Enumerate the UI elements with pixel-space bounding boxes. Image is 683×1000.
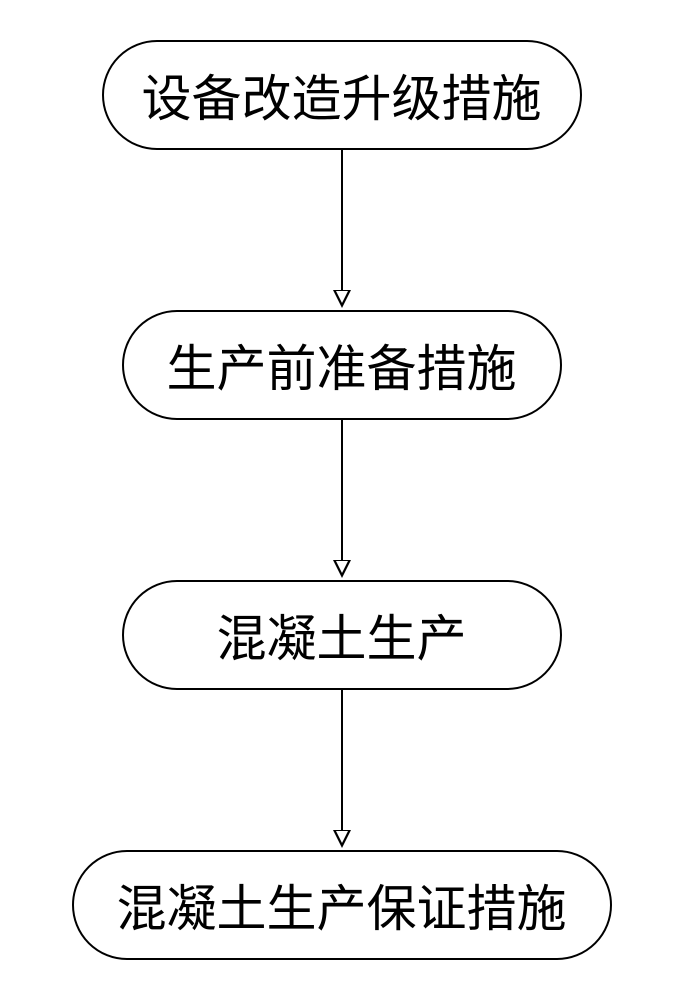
flow-node-4: 混凝土生产保证措施 (72, 850, 612, 960)
flow-node-2-label: 生产前准备措施 (167, 329, 517, 401)
arrow-2-line (341, 420, 343, 560)
flow-node-4-label: 混凝土生产保证措施 (117, 869, 567, 941)
arrow-2-head (333, 560, 351, 578)
flow-node-2: 生产前准备措施 (122, 310, 562, 420)
arrow-1-head (333, 290, 351, 308)
arrow-1-line (341, 150, 343, 290)
arrow-3-head (333, 830, 351, 848)
flow-node-3: 混凝土生产 (122, 580, 562, 690)
flow-node-1: 设备改造升级措施 (102, 40, 582, 150)
flowchart-container: 设备改造升级措施 生产前准备措施 混凝土生产 混凝土生产保证措施 (0, 0, 683, 1000)
flow-node-3-label: 混凝土生产 (217, 599, 467, 671)
flow-node-1-label: 设备改造升级措施 (142, 59, 542, 131)
arrow-3-line (341, 690, 343, 830)
